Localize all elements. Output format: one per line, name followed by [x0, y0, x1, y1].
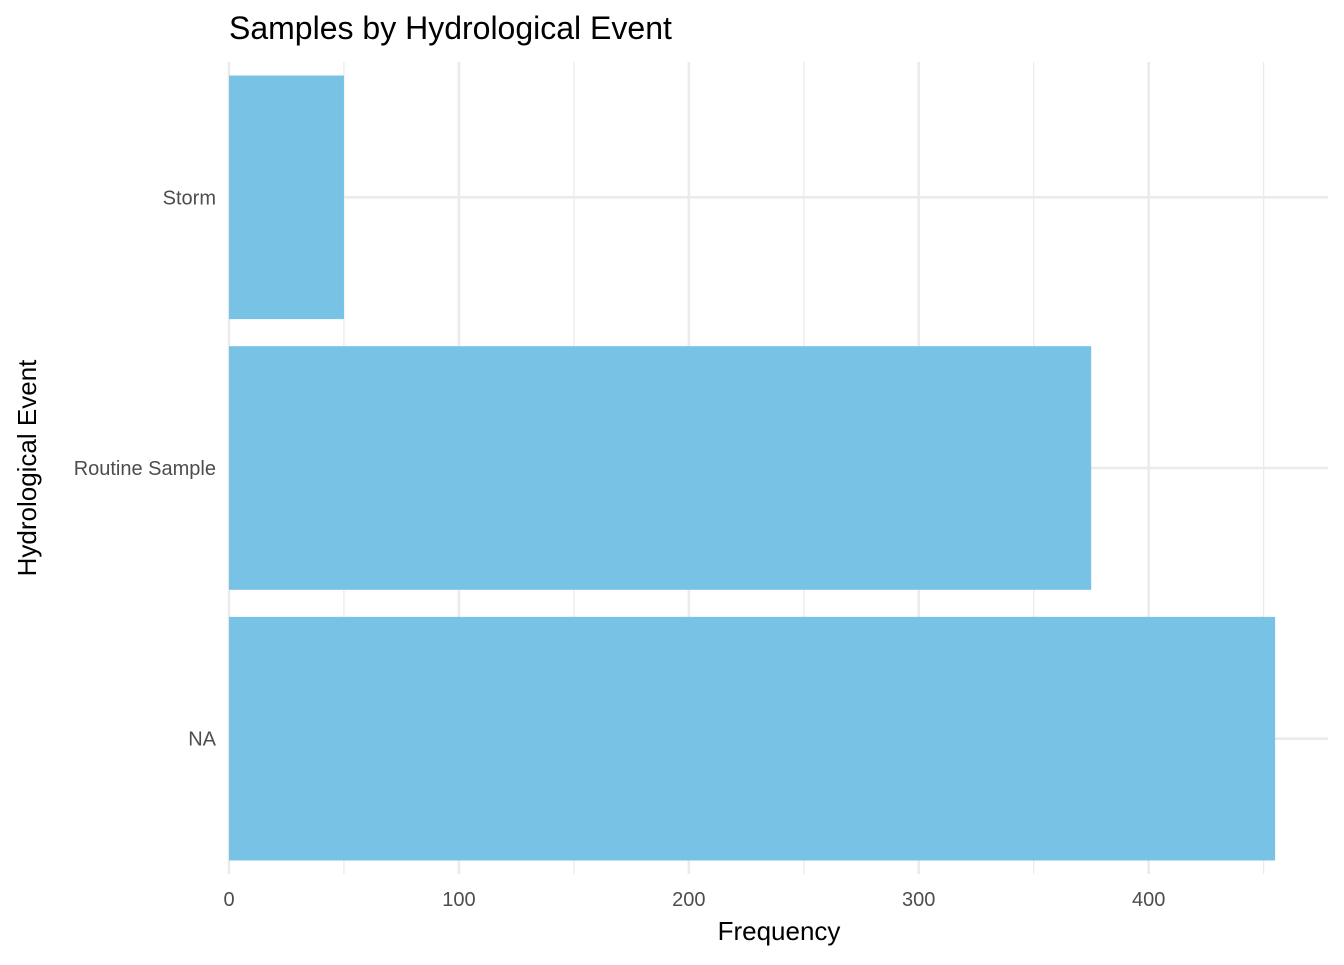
x-axis-title: Frequency	[718, 916, 841, 946]
x-tick-label: 300	[902, 889, 935, 911]
bar-na	[229, 616, 1276, 861]
y-axis-ticks: NA Routine Sample Storm	[74, 187, 217, 750]
y-tick-label: NA	[188, 729, 216, 751]
bar-storm	[229, 75, 344, 320]
x-tick-label: 400	[1132, 889, 1165, 911]
bars	[229, 75, 1276, 861]
y-tick-label: Storm	[163, 187, 216, 209]
x-tick-label: 100	[442, 889, 475, 911]
x-tick-label: 0	[223, 889, 234, 911]
x-tick-label: 200	[672, 889, 705, 911]
bar-routine-sample	[229, 346, 1092, 590]
y-tick-label: Routine Sample	[74, 458, 216, 480]
y-axis-title: Hydrological Event	[12, 359, 42, 577]
x-axis-ticks: 0 100 200 300 400	[223, 889, 1165, 911]
chart-title: Samples by Hydrological Event	[229, 10, 672, 46]
